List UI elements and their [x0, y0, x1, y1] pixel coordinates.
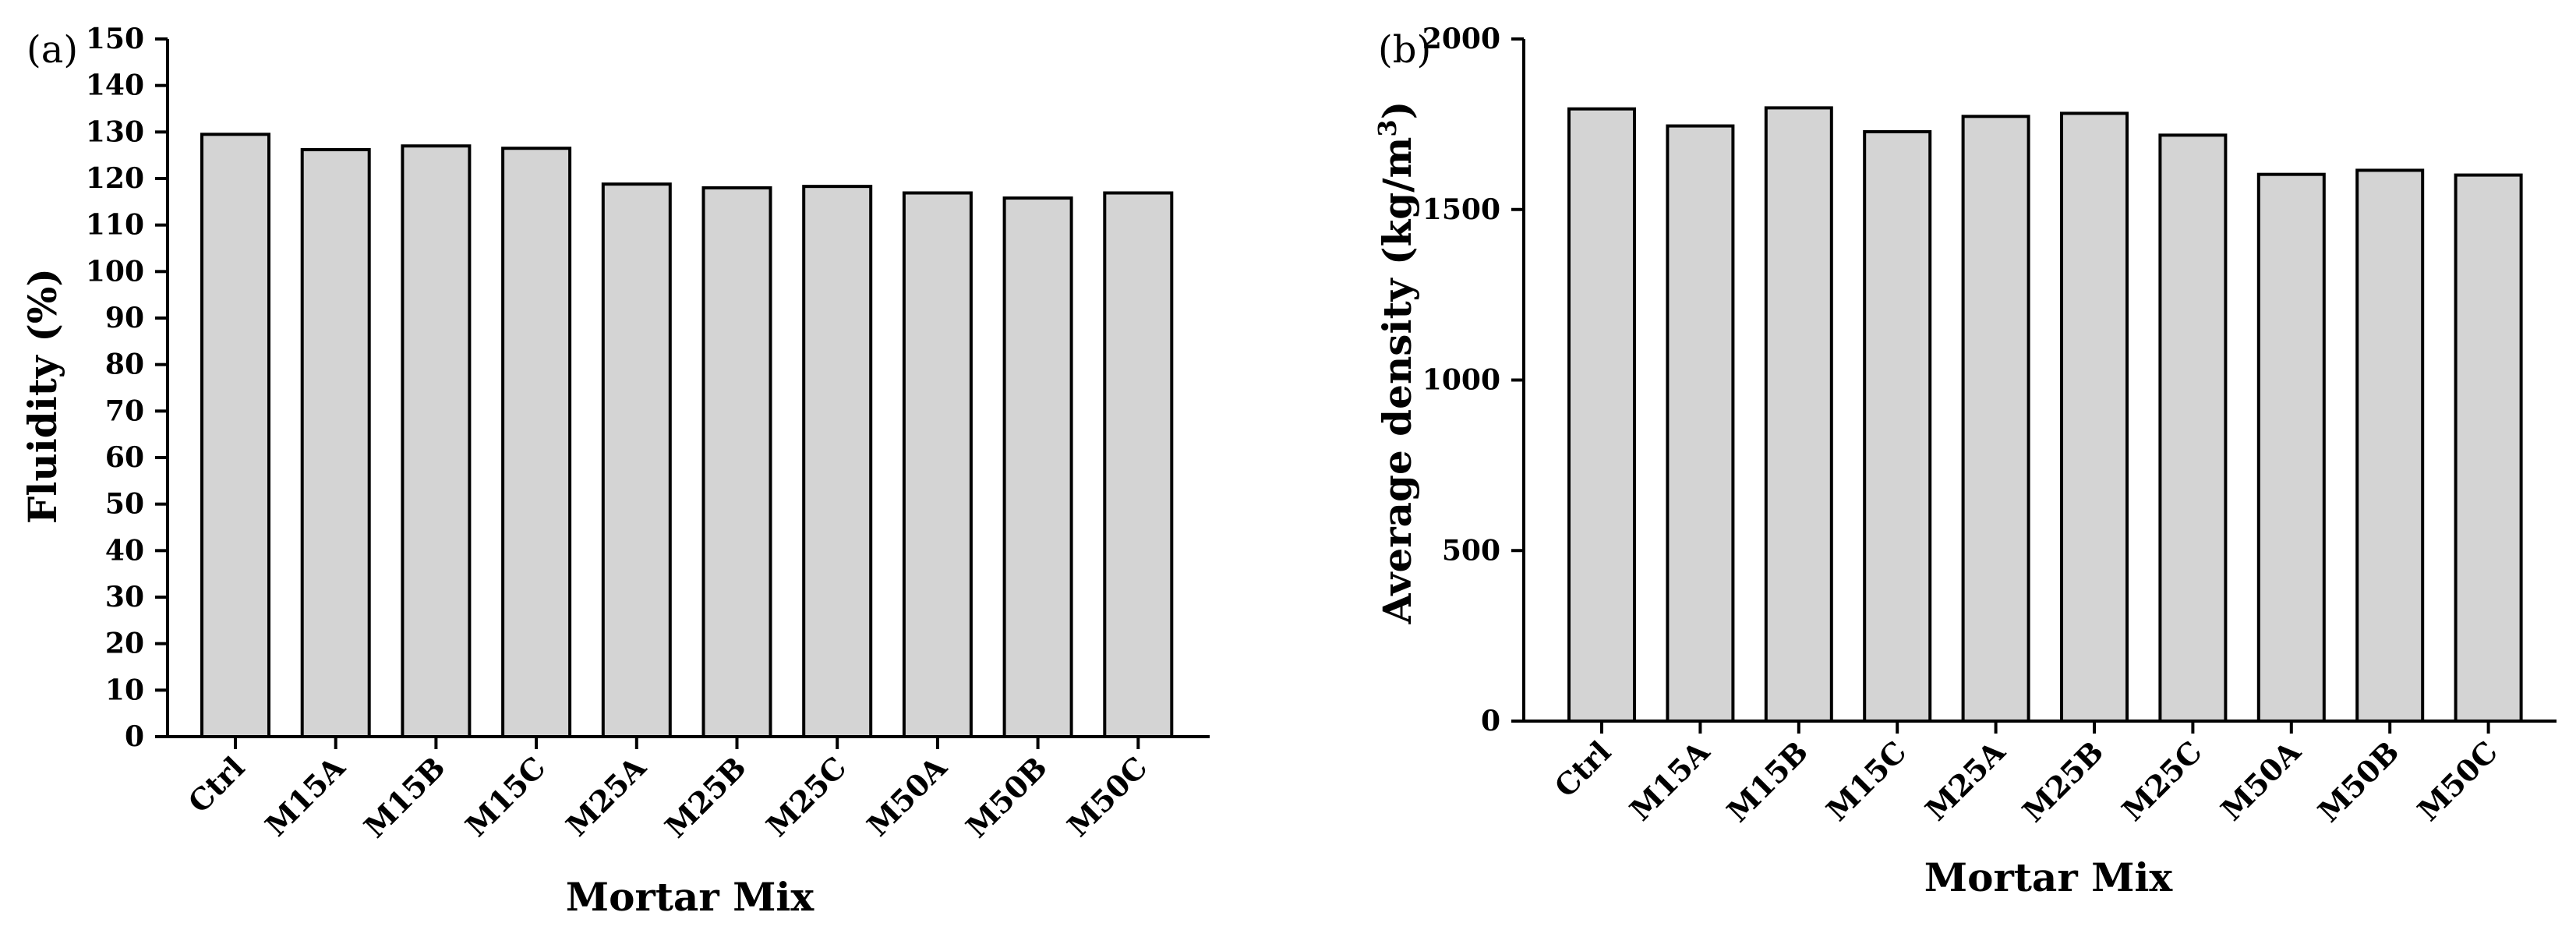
fluidity-bar-m25b: [701, 186, 772, 738]
fluidity-y-tick-label: 50: [105, 488, 144, 521]
fluidity-bar-m15c: [501, 147, 572, 738]
fluidity-bar-m50b: [1002, 196, 1073, 738]
fluidity-y-tick-label: 110: [86, 209, 144, 242]
fluidity-y-tick-label: 140: [86, 69, 144, 102]
fluidity-y-tick-label: 150: [86, 23, 144, 55]
fluidity-x-tick-label: M15C: [458, 750, 552, 843]
fluidity-bar-ctrl: [200, 133, 270, 739]
fluidity-y-tick-label: 30: [105, 581, 144, 614]
density-x-tick-label: M50B: [2311, 734, 2406, 829]
fluidity-x-tick-label: M50B: [959, 750, 1054, 845]
fluidity-x-tick-label: M15B: [357, 750, 452, 845]
fluidity-bar-m50a: [902, 191, 973, 739]
fluidity-x-tick-label: M25A: [559, 749, 652, 843]
fluidity-x-tick-label: M25B: [658, 750, 753, 845]
fluidity-bar-m15b: [401, 144, 472, 738]
panel-label-a: (a): [27, 28, 78, 72]
fluidity-x-tick-label: M15A: [258, 749, 352, 843]
density-x-axis-title: Mortar Mix: [1924, 854, 2174, 900]
fluidity-y-tick-label: 120: [86, 162, 144, 195]
fluidity-y-ticks: 0 10 20 30 40 50 60 70 80 90 100 110 120 130 140 150: [86, 23, 168, 753]
density-y-axis-title: Average density (kg/m3): [1373, 101, 1420, 625]
fluidity-chart: (a) 0 10 20 30 40 50 60 70 80 90 100 110 120 130 140 15…: [19, 23, 1210, 920]
fluidity-y-tick-label: 40: [105, 534, 144, 567]
density-bar-m25b: [2060, 111, 2129, 723]
density-bar-m50b: [2355, 168, 2425, 723]
density-x-tick-label: Ctrl: [1547, 734, 1617, 804]
fluidity-y-tick-label: 60: [105, 441, 144, 474]
fluidity-bar-m15a: [300, 148, 371, 739]
density-bars: [1567, 106, 2523, 723]
density-bar-m25c: [2158, 133, 2228, 723]
fluidity-bar-m25c: [802, 185, 873, 739]
fluidity-bar-m50c: [1103, 191, 1174, 739]
density-x-tick-label: M15C: [1819, 734, 1913, 828]
fluidity-x-axis-title: Mortar Mix: [566, 874, 815, 920]
density-bar-m15c: [1863, 130, 1932, 723]
density-y-ticks: 0 500 1000 1500 2000: [1422, 23, 1524, 737]
density-y-tick-label: 0: [1481, 705, 1500, 737]
fluidity-y-tick-label: 70: [105, 394, 144, 427]
panel-label-b: (b): [1378, 28, 1431, 72]
density-y-tick-label: 2000: [1422, 23, 1500, 55]
density-x-tick-label: M25A: [1918, 734, 2012, 827]
density-x-tick-label: M50A: [2214, 734, 2307, 827]
fluidity-y-tick-label: 90: [105, 302, 144, 334]
density-y-axis-title-suffix: ): [1374, 101, 1420, 120]
fluidity-y-tick-label: 0: [125, 720, 144, 753]
density-bar-ctrl: [1567, 107, 1636, 723]
density-x-tick-label: M15B: [1719, 734, 1815, 829]
density-bar-m50a: [2256, 172, 2326, 723]
density-x-ticks: Ctrl M15A M15B M15C M25A M25B M25C M50A M50B M50C: [1547, 721, 2504, 829]
density-y-tick-label: 1000: [1422, 364, 1500, 397]
density-y-tick-label: 1500: [1422, 193, 1500, 226]
fluidity-x-tick-label: M50C: [1060, 750, 1154, 843]
density-bar-m50c: [2454, 173, 2523, 723]
fluidity-y-tick-label: 10: [105, 674, 144, 706]
fluidity-y-tick-label: 20: [105, 628, 144, 660]
fluidity-x-tick-label: Ctrl: [181, 750, 251, 820]
fluidity-x-ticks: Ctrl M15A M15B M15C M25A M25B M25C M50A M50B M50C: [181, 737, 1154, 844]
fluidity-y-tick-label: 80: [105, 348, 144, 381]
fluidity-y-tick-label: 130: [86, 115, 144, 148]
density-x-tick-label: M25C: [2115, 734, 2208, 828]
density-y-tick-label: 500: [1442, 534, 1500, 567]
fluidity-bar-m25a: [601, 182, 672, 739]
density-bar-m15a: [1666, 124, 1735, 723]
fluidity-y-axis-title: Fluidity (%): [19, 268, 65, 524]
density-bar-m25a: [1961, 115, 2030, 723]
density-y-axis-title-superscript: 3: [1373, 119, 1402, 136]
density-x-tick-label: M25B: [2016, 734, 2111, 829]
density-y-axis-title-main: Average density (kg/m: [1374, 137, 1420, 625]
fluidity-x-tick-label: M25C: [759, 750, 853, 843]
fluidity-x-tick-label: M50A: [860, 749, 953, 843]
fluidity-y-tick-label: 100: [86, 255, 144, 288]
density-x-tick-label: M50C: [2411, 734, 2504, 828]
fluidity-bars: [200, 133, 1174, 739]
density-bar-m15b: [1764, 106, 1833, 723]
density-x-tick-label: M15A: [1623, 734, 1716, 827]
